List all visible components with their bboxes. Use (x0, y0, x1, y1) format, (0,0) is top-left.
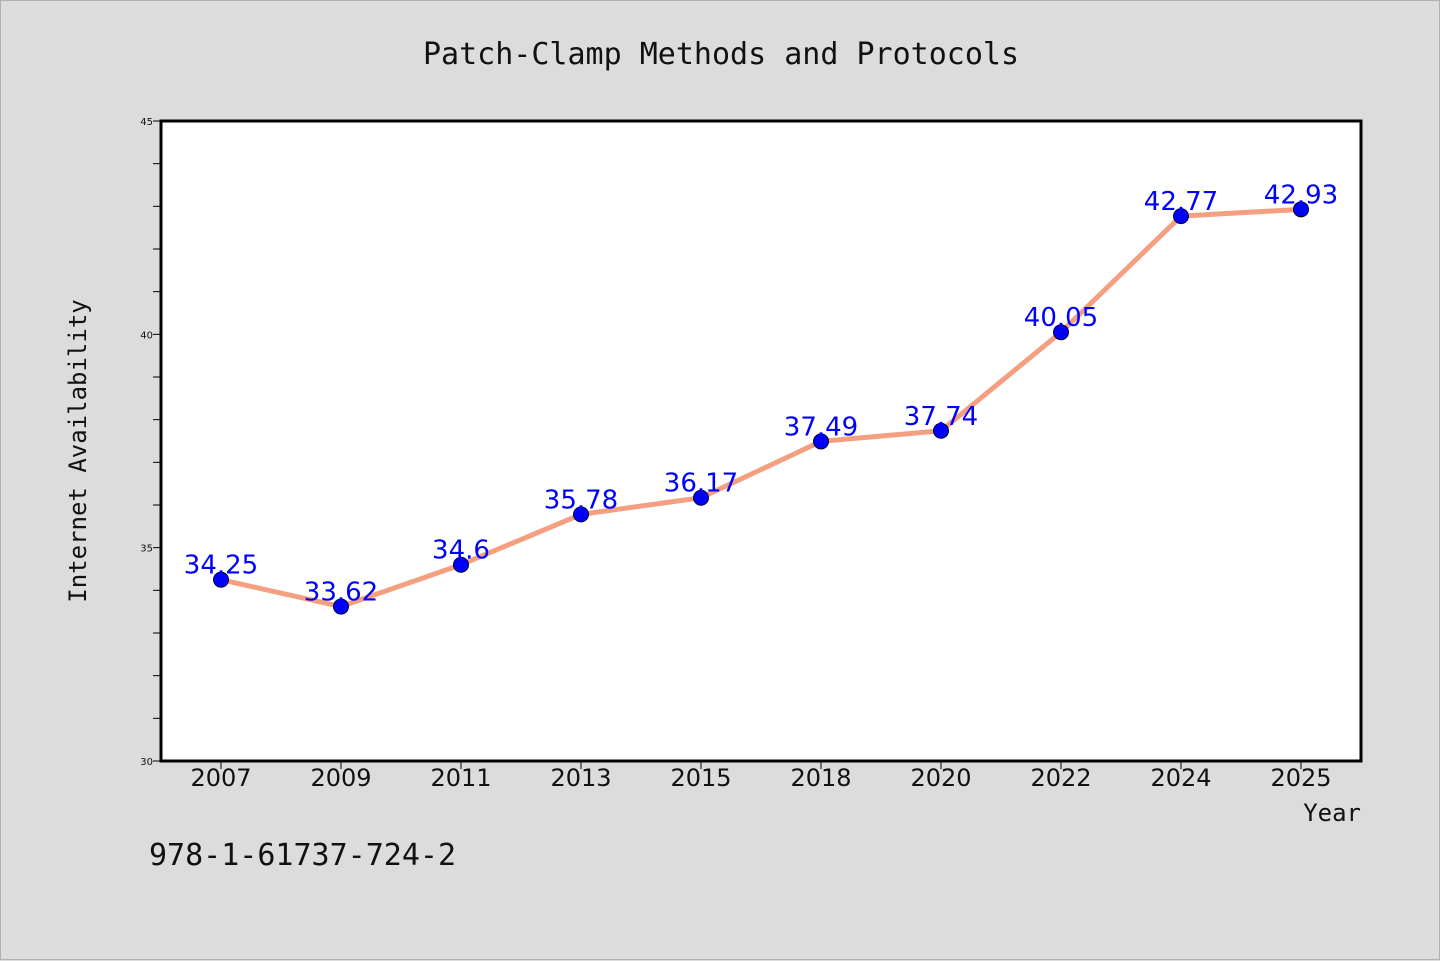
data-point (573, 506, 589, 523)
data-label: 37.74 (904, 402, 978, 432)
data-label: 40.05 (1024, 303, 1098, 333)
data-point (1293, 201, 1309, 218)
data-point (1053, 324, 1069, 341)
y-axis-label: Internet Availability (64, 299, 92, 602)
x-axis: 2007 2009 2011 2013 2015 2018 2020 2022 2024 2025 (190, 761, 1332, 792)
data-label: 33.62 (304, 578, 378, 608)
data-point (813, 433, 829, 450)
data-point (213, 571, 229, 588)
data-label: 42.77 (1144, 187, 1218, 217)
data-label: 34.25 (184, 551, 258, 581)
x-tick-label: 2025 (1270, 764, 1331, 792)
y-tick-label: 30 (140, 757, 153, 768)
y-tick-label: 40 (140, 330, 153, 341)
series-line (220, 206, 1302, 610)
x-tick-label: 2020 (910, 764, 971, 792)
data-point (693, 489, 709, 506)
plot-area (159, 119, 1363, 763)
x-tick-label: 2024 (1150, 764, 1211, 792)
isbn-text: 978-1-61737-724-2 (149, 838, 456, 873)
data-label: 42.93 (1264, 180, 1338, 210)
x-tick-label: 2013 (550, 764, 611, 792)
y-tick-label: 35 (140, 544, 153, 555)
x-tick-label: 2011 (430, 764, 491, 792)
y-tick-label: 45 (140, 117, 153, 128)
data-labels: 34.25 33.62 34.6 35.78 36.17 37.49 37.74 40.05 4… (184, 180, 1338, 607)
data-point (333, 598, 349, 615)
x-tick-label: 2015 (670, 764, 731, 792)
data-label: 35.78 (544, 485, 618, 515)
y-axis: 30 35 40 45 (140, 117, 161, 768)
x-axis-label: Year (1303, 799, 1361, 827)
x-tick-label: 2022 (1030, 764, 1091, 792)
x-tick-label: 2007 (190, 764, 251, 792)
data-markers (213, 201, 1309, 615)
data-label: 36.17 (664, 469, 738, 499)
data-point (1173, 208, 1189, 225)
x-tick-label: 2018 (790, 764, 851, 792)
data-point (933, 422, 949, 439)
x-tick-label: 2009 (310, 764, 371, 792)
data-label: 34.6 (432, 536, 490, 566)
chart-title: Patch-Clamp Methods and Protocols (423, 37, 1019, 72)
data-point (453, 556, 469, 573)
data-label: 37.49 (784, 412, 858, 442)
